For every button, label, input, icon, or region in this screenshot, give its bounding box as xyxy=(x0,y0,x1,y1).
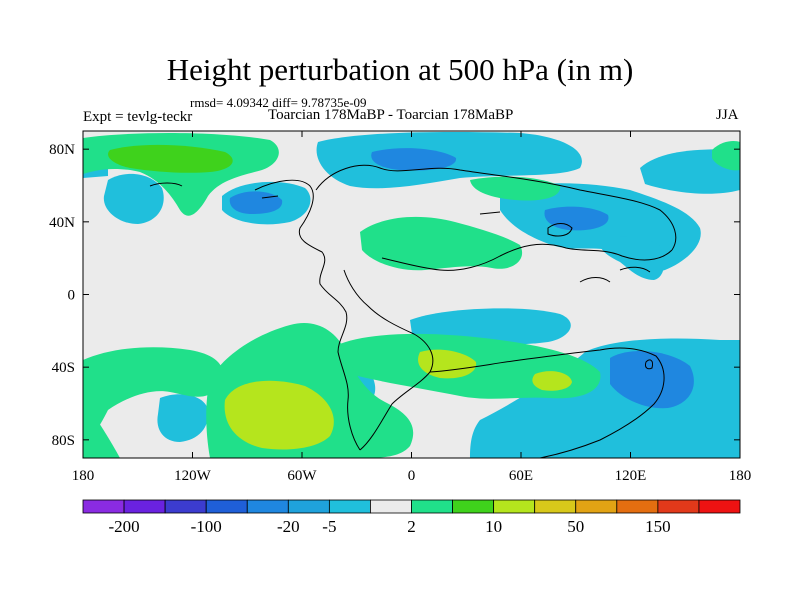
coast-eurasia-south xyxy=(381,243,673,271)
colorbar-swatch xyxy=(657,499,700,514)
colorbar-tick-label: -5 xyxy=(322,517,336,536)
coast-island-6 xyxy=(579,277,611,283)
colorbar-swatch xyxy=(164,499,207,514)
field-eurasia xyxy=(360,216,523,271)
colorbar-swatch xyxy=(493,499,536,514)
field-north-pacific-west xyxy=(103,173,164,224)
y-tick-label: 40N xyxy=(49,215,75,231)
colorbar: -200 -100 -20 -5 2 10 50 150 xyxy=(82,499,741,536)
coast-island-4 xyxy=(619,266,651,273)
coast-africa-antarctic xyxy=(429,347,665,458)
y-tick-label: 80S xyxy=(52,433,75,449)
y-tick-label: 80N xyxy=(49,142,75,158)
field-mid-pacific-blue xyxy=(157,394,209,442)
colorbar-tick-label: -200 xyxy=(108,517,139,536)
y-tick-label: 40S xyxy=(52,360,75,376)
coastlines xyxy=(149,164,677,458)
colorbar-swatch xyxy=(82,499,125,514)
chart-title: Height perturbation at 500 hPa (in m) xyxy=(166,52,634,87)
colorbar-swatch xyxy=(123,499,166,514)
coast-americas-east xyxy=(343,269,434,451)
field-west-edge-green-south xyxy=(83,400,120,458)
colorbar-swatch xyxy=(698,499,741,514)
colorbar-swatch xyxy=(246,499,289,514)
colorbar-swatch xyxy=(411,499,453,514)
colorbar-swatch xyxy=(328,499,371,514)
colorbar-swatch xyxy=(370,499,412,514)
coast-island-7 xyxy=(479,211,501,215)
colorbar-swatch xyxy=(205,499,248,514)
x-tick-label: 180 xyxy=(72,468,95,484)
x-tick-label: 60E xyxy=(509,468,533,484)
field-asia-core-blue xyxy=(544,206,609,231)
x-tick-label: 120E xyxy=(615,468,647,484)
season-label: JJA xyxy=(716,107,739,123)
colorbar-tick-label: 50 xyxy=(567,517,584,536)
x-tick-label: 60W xyxy=(287,468,317,484)
colorbar-tick-label: 10 xyxy=(485,517,502,536)
colorbar-tick-label: -100 xyxy=(191,517,222,536)
contour-fields xyxy=(83,131,740,458)
colorbar-tick-label: 2 xyxy=(407,517,416,536)
coast-island-1 xyxy=(149,182,183,187)
coast-eurasia-north xyxy=(315,164,677,251)
field-south-pacific-core xyxy=(224,380,334,450)
coast-island-2 xyxy=(261,195,279,199)
field-ne-asia-green xyxy=(470,176,561,201)
y-tick-label: 0 xyxy=(68,288,76,304)
colorbar-swatch xyxy=(534,499,577,514)
colorbar-tick-label: -20 xyxy=(277,517,300,536)
colorbar-swatch xyxy=(616,499,659,514)
field-right-edge-green xyxy=(712,140,740,171)
field-sh-core-blue xyxy=(610,351,694,409)
x-tick-label: 180 xyxy=(729,468,752,484)
colorbar-tick-label: 150 xyxy=(645,517,671,536)
axes: 180 120W 60W 0 60E 120E 180 80N 40N 0 40S 80S xyxy=(49,131,751,484)
experiment-label: Expt = tevlg-teckr xyxy=(83,109,193,125)
stats-line: rmsd= 4.09342 diff= 9.78735e-09 xyxy=(190,95,367,110)
colorbar-swatch xyxy=(287,499,330,514)
colorbar-swatch xyxy=(575,499,618,514)
coast-island-5 xyxy=(645,359,653,370)
field-arctic-bright xyxy=(108,144,233,173)
field-arctic-core-blue xyxy=(371,148,457,171)
coast-americas xyxy=(254,179,361,451)
x-tick-label: 120W xyxy=(174,468,212,484)
x-tick-label: 0 xyxy=(408,468,416,484)
colorbar-swatch xyxy=(452,499,495,514)
field-southwest-green xyxy=(83,347,223,444)
chart-subtitle: Toarcian 178MaBP - Toarcian 178MaBP xyxy=(268,107,514,123)
coast-island-3 xyxy=(547,223,573,237)
field-south-atlantic-core-east xyxy=(532,371,572,391)
